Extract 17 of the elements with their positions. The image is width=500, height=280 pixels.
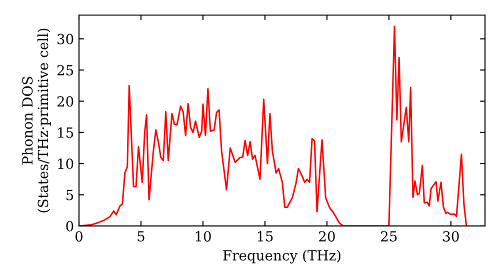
y-tick-label: 10 [58,158,74,170]
x-axis-title: Frequency (THz) [223,250,340,264]
x-tick-label: 0 [75,231,82,242]
y-tick-label: 30 [58,34,74,44]
x-tick-label: 30 [443,231,459,242]
y-tick-label: 25 [57,64,74,76]
y-tick-label: 0 [66,220,74,232]
x-tick-label: 15 [258,231,273,242]
y-tick-label: 5 [66,190,74,200]
x-tick-label: 20 [319,231,335,242]
x-tick-label: 5 [138,231,144,242]
x-tick-label: 10 [196,231,211,242]
y-tick-label: 15 [58,127,74,138]
line-series [79,26,468,226]
x-tick-label: 25 [381,231,397,242]
y-tick-label: 20 [57,96,74,107]
y-axis-title: Phonon DOS (States/THz·primitive cell) [22,28,51,212]
